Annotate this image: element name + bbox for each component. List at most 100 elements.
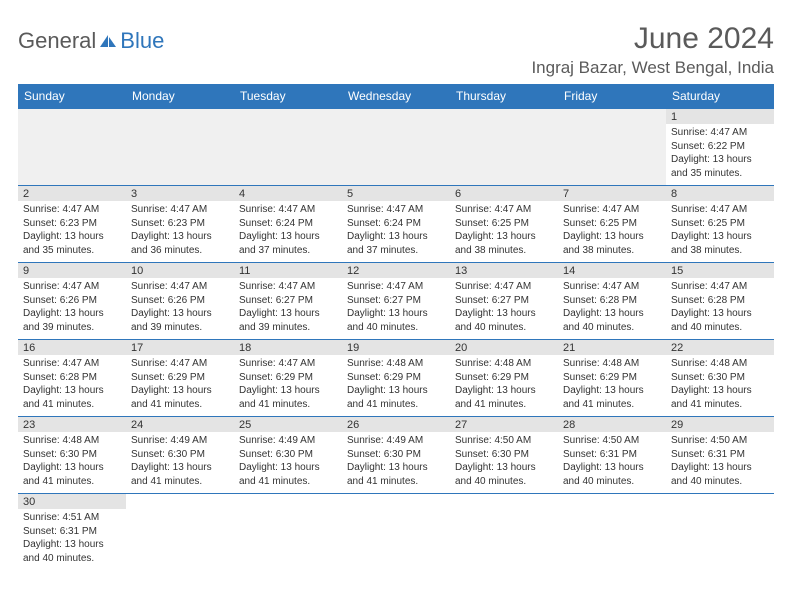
calendar-cell: 15Sunrise: 4:47 AMSunset: 6:28 PMDayligh… — [666, 263, 774, 340]
day-details: Sunrise: 4:47 AMSunset: 6:28 PMDaylight:… — [666, 278, 774, 336]
day-detail-line: Daylight: 13 hours — [23, 538, 121, 552]
day-details: Sunrise: 4:47 AMSunset: 6:22 PMDaylight:… — [666, 124, 774, 182]
day-detail-line: Sunset: 6:29 PM — [455, 371, 553, 385]
day-detail-line: Sunset: 6:24 PM — [239, 217, 337, 231]
day-detail-line: Sunrise: 4:47 AM — [455, 203, 553, 217]
day-detail-line: Sunset: 6:25 PM — [455, 217, 553, 231]
day-number: 10 — [126, 263, 234, 278]
day-details: Sunrise: 4:47 AMSunset: 6:25 PMDaylight:… — [558, 201, 666, 259]
day-number: 8 — [666, 186, 774, 201]
day-detail-line: Daylight: 13 hours — [563, 461, 661, 475]
day-detail-line: and 41 minutes. — [23, 398, 121, 412]
day-details: Sunrise: 4:50 AMSunset: 6:31 PMDaylight:… — [558, 432, 666, 490]
calendar-cell: 16Sunrise: 4:47 AMSunset: 6:28 PMDayligh… — [18, 340, 126, 417]
day-detail-line: Sunset: 6:28 PM — [23, 371, 121, 385]
day-detail-line: Sunrise: 4:47 AM — [347, 280, 445, 294]
day-detail-line: Daylight: 13 hours — [671, 384, 769, 398]
calendar-row: 9Sunrise: 4:47 AMSunset: 6:26 PMDaylight… — [18, 263, 774, 340]
calendar-cell: 4Sunrise: 4:47 AMSunset: 6:24 PMDaylight… — [234, 186, 342, 263]
weekday-header: Monday — [126, 84, 234, 109]
day-number: 18 — [234, 340, 342, 355]
calendar-table: Sunday Monday Tuesday Wednesday Thursday… — [18, 84, 774, 571]
day-detail-line: Sunset: 6:22 PM — [671, 140, 769, 154]
day-detail-line: Sunset: 6:25 PM — [563, 217, 661, 231]
day-details: Sunrise: 4:48 AMSunset: 6:29 PMDaylight:… — [342, 355, 450, 413]
calendar-cell — [126, 109, 234, 186]
calendar-cell: 23Sunrise: 4:48 AMSunset: 6:30 PMDayligh… — [18, 417, 126, 494]
day-detail-line: and 41 minutes. — [23, 475, 121, 489]
weekday-header: Sunday — [18, 84, 126, 109]
day-detail-line: and 39 minutes. — [23, 321, 121, 335]
day-detail-line: Sunrise: 4:50 AM — [455, 434, 553, 448]
day-detail-line: Sunset: 6:29 PM — [563, 371, 661, 385]
day-detail-line: Sunrise: 4:48 AM — [671, 357, 769, 371]
day-detail-line: Sunrise: 4:48 AM — [23, 434, 121, 448]
day-detail-line: Sunrise: 4:47 AM — [671, 126, 769, 140]
day-number: 20 — [450, 340, 558, 355]
day-detail-line: Sunrise: 4:49 AM — [239, 434, 337, 448]
day-detail-line: Sunset: 6:30 PM — [23, 448, 121, 462]
day-detail-line: and 40 minutes. — [347, 321, 445, 335]
calendar-cell: 25Sunrise: 4:49 AMSunset: 6:30 PMDayligh… — [234, 417, 342, 494]
calendar-cell — [126, 494, 234, 571]
day-details: Sunrise: 4:47 AMSunset: 6:29 PMDaylight:… — [126, 355, 234, 413]
weekday-header: Tuesday — [234, 84, 342, 109]
calendar-cell — [558, 494, 666, 571]
day-detail-line: Daylight: 13 hours — [671, 153, 769, 167]
calendar-cell: 12Sunrise: 4:47 AMSunset: 6:27 PMDayligh… — [342, 263, 450, 340]
day-detail-line: Daylight: 13 hours — [131, 461, 229, 475]
day-detail-line: Sunrise: 4:47 AM — [347, 203, 445, 217]
day-detail-line: and 37 minutes. — [347, 244, 445, 258]
day-detail-line: Sunset: 6:30 PM — [671, 371, 769, 385]
header: General Blue June 2024 Ingraj Bazar, Wes… — [18, 22, 774, 78]
day-detail-line: Sunrise: 4:47 AM — [131, 357, 229, 371]
day-number: 9 — [18, 263, 126, 278]
day-details: Sunrise: 4:48 AMSunset: 6:30 PMDaylight:… — [18, 432, 126, 490]
day-number: 27 — [450, 417, 558, 432]
day-details: Sunrise: 4:47 AMSunset: 6:27 PMDaylight:… — [234, 278, 342, 336]
calendar-row: 23Sunrise: 4:48 AMSunset: 6:30 PMDayligh… — [18, 417, 774, 494]
calendar-cell: 22Sunrise: 4:48 AMSunset: 6:30 PMDayligh… — [666, 340, 774, 417]
calendar-cell: 14Sunrise: 4:47 AMSunset: 6:28 PMDayligh… — [558, 263, 666, 340]
calendar-cell: 2Sunrise: 4:47 AMSunset: 6:23 PMDaylight… — [18, 186, 126, 263]
calendar-cell: 18Sunrise: 4:47 AMSunset: 6:29 PMDayligh… — [234, 340, 342, 417]
day-detail-line: and 41 minutes. — [347, 475, 445, 489]
calendar-cell — [234, 109, 342, 186]
calendar-cell: 5Sunrise: 4:47 AMSunset: 6:24 PMDaylight… — [342, 186, 450, 263]
day-detail-line: Sunset: 6:31 PM — [671, 448, 769, 462]
calendar-cell — [342, 109, 450, 186]
day-detail-line: Daylight: 13 hours — [131, 230, 229, 244]
day-details: Sunrise: 4:47 AMSunset: 6:27 PMDaylight:… — [450, 278, 558, 336]
day-number: 24 — [126, 417, 234, 432]
calendar-row: 16Sunrise: 4:47 AMSunset: 6:28 PMDayligh… — [18, 340, 774, 417]
day-details: Sunrise: 4:49 AMSunset: 6:30 PMDaylight:… — [126, 432, 234, 490]
day-detail-line: Sunrise: 4:49 AM — [347, 434, 445, 448]
day-detail-line: Daylight: 13 hours — [347, 461, 445, 475]
day-details: Sunrise: 4:49 AMSunset: 6:30 PMDaylight:… — [342, 432, 450, 490]
day-number: 3 — [126, 186, 234, 201]
day-number: 15 — [666, 263, 774, 278]
day-detail-line: Daylight: 13 hours — [23, 384, 121, 398]
day-number: 25 — [234, 417, 342, 432]
day-number: 21 — [558, 340, 666, 355]
day-detail-line: and 38 minutes. — [671, 244, 769, 258]
day-detail-line: and 41 minutes. — [131, 475, 229, 489]
calendar-cell — [18, 109, 126, 186]
day-detail-line: Sunrise: 4:47 AM — [131, 203, 229, 217]
day-details: Sunrise: 4:51 AMSunset: 6:31 PMDaylight:… — [18, 509, 126, 567]
calendar-cell: 28Sunrise: 4:50 AMSunset: 6:31 PMDayligh… — [558, 417, 666, 494]
calendar-cell — [558, 109, 666, 186]
day-details: Sunrise: 4:47 AMSunset: 6:27 PMDaylight:… — [342, 278, 450, 336]
day-number: 12 — [342, 263, 450, 278]
calendar-row: 2Sunrise: 4:47 AMSunset: 6:23 PMDaylight… — [18, 186, 774, 263]
day-detail-line: and 41 minutes. — [239, 475, 337, 489]
day-detail-line: Daylight: 13 hours — [239, 230, 337, 244]
day-detail-line: and 39 minutes. — [239, 321, 337, 335]
day-detail-line: Sunrise: 4:50 AM — [671, 434, 769, 448]
day-number: 16 — [18, 340, 126, 355]
day-detail-line: and 40 minutes. — [455, 321, 553, 335]
day-detail-line: and 40 minutes. — [671, 321, 769, 335]
weekday-header: Wednesday — [342, 84, 450, 109]
calendar-cell: 8Sunrise: 4:47 AMSunset: 6:25 PMDaylight… — [666, 186, 774, 263]
day-details: Sunrise: 4:48 AMSunset: 6:30 PMDaylight:… — [666, 355, 774, 413]
